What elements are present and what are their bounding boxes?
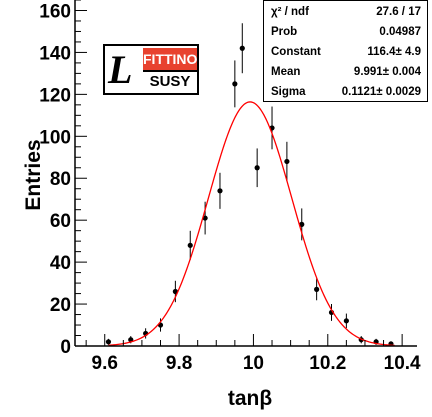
stat-row-chi2: χ² / ndf 27.6 / 17 (264, 1, 427, 22)
point-marker (284, 158, 290, 165)
data-point (239, 23, 245, 74)
y-tick-label: 120 (39, 85, 71, 106)
fit-curve-group (108, 101, 395, 347)
data-point (343, 313, 349, 329)
y-tick-label: 20 (50, 295, 71, 316)
stat-label: Sigma (271, 86, 306, 98)
y-tick-label: 80 (50, 169, 71, 190)
x-tick-label: 9.6 (92, 353, 118, 374)
stat-row-prob: Prob 0.04987 (264, 22, 427, 42)
x-axis-ticks: 9.6 9.8 10 10.2 10.4 (85, 334, 421, 374)
y-tick-label: 140 (39, 43, 71, 64)
x-tick-label: 10.2 (309, 353, 346, 374)
stat-label: χ² / ndf (271, 5, 309, 18)
x-tick-label: 9.8 (166, 353, 192, 374)
point-marker (314, 286, 320, 292)
data-point (202, 201, 208, 235)
x-tick-label: 10 (243, 353, 264, 374)
y-axis-ticks: 0 20 40 60 80 100 120 140 160 (39, 0, 87, 358)
point-marker (105, 339, 112, 345)
point-marker (232, 81, 238, 87)
y-tick-label: 160 (39, 1, 71, 22)
gaussian-fit-curve (108, 101, 395, 347)
x-axis-title: tanβ (228, 387, 273, 410)
data-point (232, 60, 238, 108)
logo-top-text: FITTINO (143, 48, 197, 70)
point-marker (202, 215, 208, 221)
y-tick-label: 40 (50, 253, 71, 274)
stat-row-constant: Constant 116.4± 4.9 (264, 42, 427, 62)
data-point (254, 148, 260, 188)
stat-row-mean: Mean 9.991± 0.004 (264, 62, 427, 82)
stat-value: 0.1121± 0.0029 (341, 86, 421, 98)
y-tick-label: 0 (60, 337, 71, 358)
axes (74, 0, 417, 347)
stat-label: Prob (271, 26, 298, 38)
fittino-susy-logo: L FITTINO SUSY (103, 44, 199, 95)
point-marker (299, 221, 305, 227)
stat-row-sigma: Sigma 0.1121± 0.0029 (264, 82, 427, 102)
point-marker (239, 45, 245, 51)
logo-bottom-text: SUSY (143, 70, 197, 92)
logo-letter: L (108, 47, 133, 92)
data-point (187, 230, 193, 260)
stat-label: Mean (271, 66, 301, 78)
stat-value: 0.04987 (379, 26, 421, 38)
point-marker (343, 318, 349, 324)
data-point (217, 172, 223, 209)
point-marker (187, 242, 193, 248)
stat-value: 27.6 / 17 (376, 5, 421, 18)
data-point (284, 141, 290, 182)
point-marker (217, 188, 223, 194)
y-axis-title: Entries (22, 139, 45, 210)
point-marker (254, 165, 260, 171)
stat-value: 116.4± 4.9 (367, 46, 421, 58)
y-tick-label: 100 (39, 127, 71, 148)
data-point (105, 338, 112, 345)
fit-statistics-box: χ² / ndf 27.6 / 17 Prob 0.04987 Constant… (263, 0, 428, 102)
data-point (172, 280, 178, 303)
stat-value: 9.991± 0.004 (353, 66, 421, 78)
y-tick-label: 60 (50, 211, 71, 232)
x-tick-label: 10.4 (384, 353, 421, 374)
stat-label: Constant (271, 46, 321, 58)
data-point (314, 278, 320, 301)
